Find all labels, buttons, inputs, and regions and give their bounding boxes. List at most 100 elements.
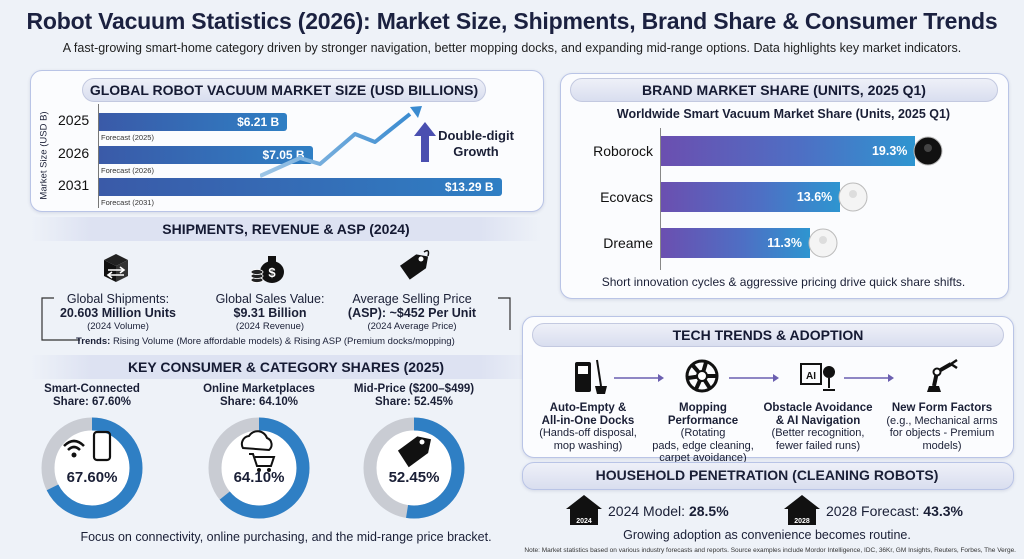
tech-item-desc2: fewer failed runs) [775,439,861,452]
ring-value: 52.45% [388,469,440,486]
price-tag-icon [400,249,430,280]
tech-item-title1: Auto-Empty & [549,402,627,414]
tech-heading: TECH TRENDS & ADOPTION [532,323,1004,347]
robot-vacuum-icon [838,182,868,212]
tech-item-text: Obstacle Avoidance & AI Navigation (Better… [760,402,876,452]
market-forecast-note: Forecast (2031) [101,198,154,207]
growth-callout: Double-digit Growth [436,128,516,160]
shipment-title: Global Shipments: [66,292,170,306]
svg-text:AI: AI [806,371,816,382]
market-bar-label: $13.29 B [444,180,494,194]
shipment-note: (2024 Volume) [87,321,149,332]
shipment-title: Average Selling Price [352,292,472,306]
ring-share-arc [208,417,310,519]
tech-item-text: New Form Factors (e.g., Mechanical arms fo… [884,402,1000,452]
shipments-trends: Trends: Rising Volume (More affordable m… [76,336,455,347]
growth-callout-line1: Double-digit [438,128,514,143]
dock-broom-icon [575,359,607,394]
house-icon: 2028 [784,495,820,525]
household-heading-box [522,462,1014,490]
ring-title-line2: Share: 67.60% [53,396,131,408]
brand-footer: Short innovation cycles & aggressive pri… [601,275,966,289]
tech-item-title2: & AI Navigation [775,414,861,427]
shipment-value: $9.31 Billion [233,306,307,320]
shipment-note: (2024 Revenue) [235,321,305,332]
tech-item-desc3: models) [922,439,962,452]
tech-item-text: Mopping Performance (Rotating pads, edge c… [645,402,761,465]
brand-name: Roborock [593,143,653,159]
market-year-label: 2031 [58,177,90,193]
household-stat: 2028 Forecast: 43.3% [826,503,963,519]
brand-bar [661,182,841,212]
page-title: Robot Vacuum Statistics (2026): Market S… [26,8,998,34]
up-arrow-icon [414,122,436,162]
shipment-title: Global Sales Value: [215,292,325,306]
page-subtitle: A fast-growing smart-home category drive… [62,41,962,55]
box-arrows-icon [104,254,128,282]
flow-arrow [729,374,779,382]
tech-item-desc1: (Hands-off disposal, [539,427,637,439]
tech-item-line: Performance (Rotating [645,415,761,440]
brand-name: Ecovacs [600,189,653,205]
rotating-pad-icon [685,359,719,393]
shipments-bracket [41,297,511,341]
market-bar [99,178,502,196]
brand-value-label: 11.3% [767,236,802,250]
tech-item-desc2: for objects - Premium [889,427,995,439]
brand-name: Dreame [603,235,653,251]
ring-share-arc [41,417,143,519]
ring-value: 64.10% [233,469,285,486]
money-bag-icon: $ [250,256,284,283]
growth-callout-line2: Growth [453,144,499,159]
tech-item-title2: All-in-One Docks [541,414,635,427]
tech-item-desc1: (Rotating [680,427,726,439]
brand-chart-title: Worldwide Smart Vacuum Market Share (Uni… [616,107,951,121]
ai-camera-icon: AI [800,363,835,391]
donut-ring [363,417,465,519]
footnote: Note: Market statistics based on various… [524,547,1016,554]
market-bar [99,146,313,164]
tech-item-desc3: carpet avoidance) [659,452,747,464]
svg-text:2028: 2028 [794,518,810,525]
brand-bar [661,136,916,166]
brand-share-heading: BRAND MARKET SHARE (UNITS, 2025 Q1) [570,78,998,102]
shipment-value: (ASP): ~$452 Per Unit [347,306,477,320]
ring-title-line1: Mid-Price ($200–$499) [353,383,475,395]
brand-value-label: 19.3% [871,144,908,158]
ring-title-line1: Smart-Connected [44,383,140,395]
growth-trend-line [260,106,422,178]
household-value: 43.3% [923,503,963,519]
market-year-label: 2026 [58,145,90,161]
brand-axis [660,128,661,270]
ring-share-arc [363,417,465,519]
ring-title-line2: Share: 52.45% [375,396,453,408]
robot-arm-icon [927,358,958,392]
shipments-heading: SHIPMENTS, REVENUE & ASP (2024) [30,217,542,241]
consumer-heading: KEY CONSUMER & CATEGORY SHARES (2025) [30,355,542,379]
ring-title-line2: Share: 64.10% [220,396,298,408]
market-forecast-note: Forecast (2026) [101,166,154,175]
tech-item-title2: Performance [667,414,739,427]
svg-text:2024: 2024 [576,518,592,525]
tech-item-desc1: (e.g., Mechanical arms [886,414,998,427]
household-label: 2024 Model: [608,503,689,519]
market-bar [99,113,288,131]
market-size-heading: GLOBAL ROBOT VACUUM MARKET SIZE (USD BIL… [82,78,486,102]
trends-label: Trends: [76,336,111,347]
ring-value: 67.60% [66,469,118,486]
trends-text: Rising Volume (More affordable models) &… [110,336,455,347]
robot-vacuum-icon [913,136,943,166]
tech-item-text: Auto-Empty & All-in-One Docks (Hands-off d… [530,402,646,452]
tech-item-title1: Mopping [679,402,727,414]
market-axis-line [98,104,99,208]
shipment-value: 20.603 Million Units [59,306,176,320]
brand-bar [661,228,810,258]
consumer-footer: Focus on connectivity, online purchasing… [80,530,492,544]
household-label: 2028 Forecast: [826,503,924,519]
brand-value-label: 13.6% [796,190,833,204]
donut-ring [41,417,143,519]
house-icon: 2024 [566,495,602,525]
donut-ring [208,417,310,519]
robot-vacuum-icon [808,228,838,258]
household-heading: HOUSEHOLD PENETRATION (CLEANING ROBOTS) [595,467,939,483]
